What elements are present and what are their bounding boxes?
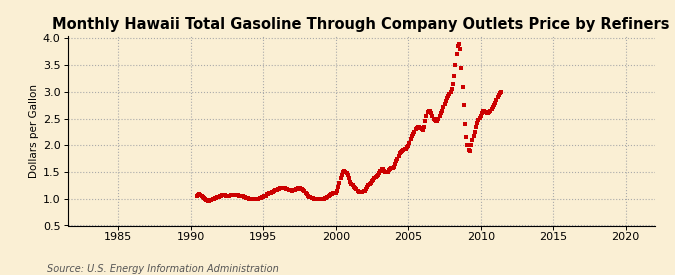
Title: Monthly Hawaii Total Gasoline Through Company Outlets Price by Refiners: Monthly Hawaii Total Gasoline Through Co… (53, 17, 670, 32)
Text: Source: U.S. Energy Information Administration: Source: U.S. Energy Information Administ… (47, 264, 279, 274)
Y-axis label: Dollars per Gallon: Dollars per Gallon (28, 84, 38, 178)
